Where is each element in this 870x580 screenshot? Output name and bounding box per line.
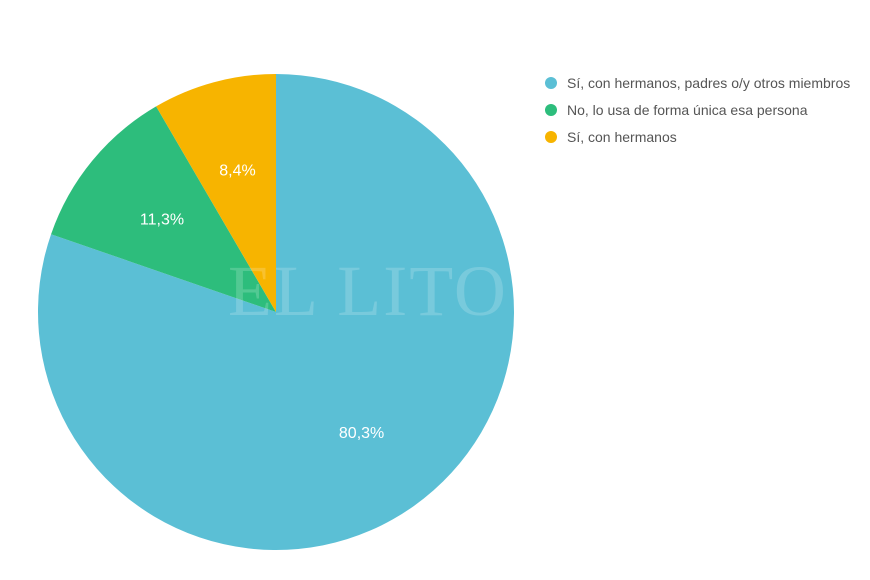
slice-data-label: 8,4% bbox=[219, 163, 255, 180]
legend-swatch-icon bbox=[545, 104, 557, 116]
legend-swatch-icon bbox=[545, 131, 557, 143]
legend-label: Sí, con hermanos bbox=[567, 129, 677, 145]
legend-item[interactable]: No, lo usa de forma única esa persona bbox=[545, 101, 855, 119]
legend-item[interactable]: Sí, con hermanos bbox=[545, 128, 855, 146]
pie-slice[interactable] bbox=[156, 74, 276, 312]
pie-slice[interactable] bbox=[51, 106, 277, 312]
slice-data-label: 80,3% bbox=[339, 425, 384, 442]
legend-label: Sí, con hermanos, padres o/y otros miemb… bbox=[567, 75, 851, 91]
watermark: EL LITO bbox=[228, 251, 508, 331]
legend-label: No, lo usa de forma única esa persona bbox=[567, 102, 808, 118]
legend-swatch-icon bbox=[545, 77, 557, 89]
legend-item[interactable]: Sí, con hermanos, padres o/y otros miemb… bbox=[545, 74, 855, 92]
legend: Sí, con hermanos, padres o/y otros miemb… bbox=[545, 74, 855, 155]
slice-data-label: 11,3% bbox=[140, 211, 184, 228]
